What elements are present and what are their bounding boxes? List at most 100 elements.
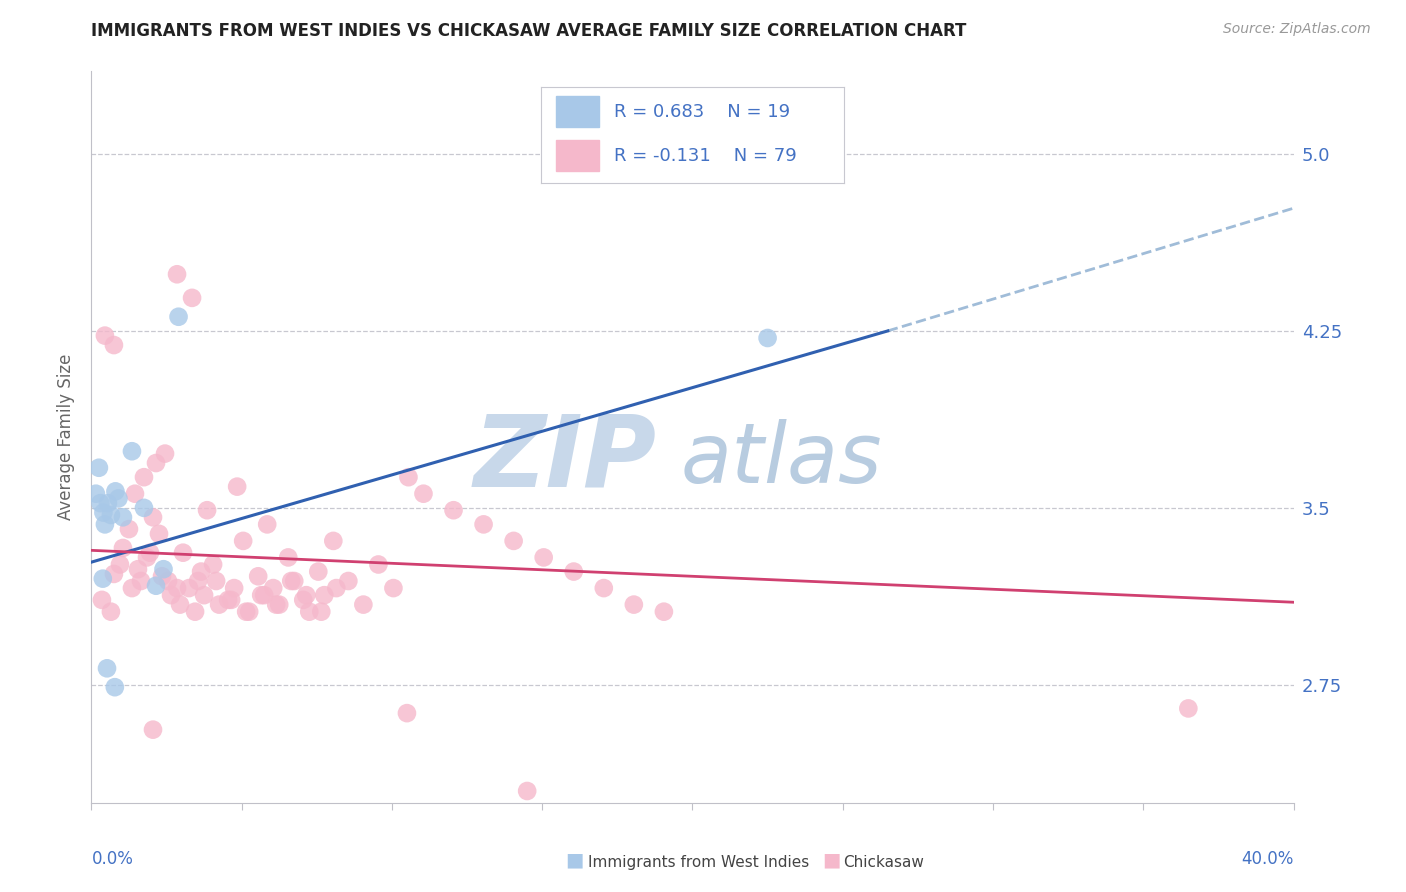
Point	[166, 267, 188, 281]
Point	[292, 593, 315, 607]
Point	[232, 533, 254, 548]
Point	[100, 605, 122, 619]
Point	[307, 565, 329, 579]
Point	[93, 506, 115, 520]
Text: Immigrants from West Indies: Immigrants from West Indies	[588, 855, 808, 870]
Text: 40.0%: 40.0%	[1241, 850, 1294, 868]
Point	[89, 496, 111, 510]
Point	[87, 460, 110, 475]
Point	[472, 517, 495, 532]
Point	[247, 569, 270, 583]
Point	[167, 310, 190, 324]
Point	[193, 588, 215, 602]
Text: 0.0%: 0.0%	[91, 850, 134, 868]
Point	[91, 572, 114, 586]
Point	[103, 338, 125, 352]
Point	[169, 598, 191, 612]
Point	[100, 508, 122, 522]
Point	[121, 581, 143, 595]
Point	[142, 510, 165, 524]
Point	[1177, 701, 1199, 715]
Point	[94, 328, 117, 343]
Point	[132, 470, 155, 484]
Point	[314, 588, 336, 602]
Point	[166, 581, 188, 595]
Point	[121, 444, 143, 458]
Point	[150, 569, 173, 583]
Point	[129, 574, 152, 588]
Text: Chickasaw: Chickasaw	[844, 855, 925, 870]
Point	[94, 517, 117, 532]
Point	[160, 588, 183, 602]
Point	[592, 581, 614, 595]
Point	[202, 558, 225, 572]
Text: ■: ■	[823, 851, 841, 870]
Point	[153, 447, 176, 461]
Point	[104, 680, 127, 694]
Point	[157, 574, 180, 588]
Point	[224, 581, 246, 595]
Text: R = -0.131    N = 79: R = -0.131 N = 79	[614, 147, 797, 165]
Bar	[557, 96, 599, 127]
Point	[195, 503, 218, 517]
Point	[124, 486, 146, 500]
Point	[111, 510, 134, 524]
Point	[118, 522, 141, 536]
Point	[516, 784, 538, 798]
Point	[256, 517, 278, 532]
Point	[190, 565, 212, 579]
Point	[145, 456, 167, 470]
Point	[283, 574, 305, 588]
Point	[172, 546, 194, 560]
Point	[756, 331, 779, 345]
Point	[502, 533, 524, 548]
Text: Source: ZipAtlas.com: Source: ZipAtlas.com	[1223, 22, 1371, 37]
Point	[108, 558, 131, 572]
Point	[136, 550, 159, 565]
Point	[311, 605, 333, 619]
Point	[443, 503, 465, 517]
Point	[322, 533, 344, 548]
Point	[412, 486, 434, 500]
Point	[262, 581, 284, 595]
Y-axis label: Average Family Size: Average Family Size	[58, 354, 76, 520]
Point	[103, 566, 125, 581]
Point	[623, 598, 645, 612]
Point	[533, 550, 555, 565]
Point	[295, 588, 318, 602]
Bar	[557, 140, 599, 171]
Point	[280, 574, 302, 588]
Point	[127, 562, 149, 576]
Point	[148, 526, 170, 541]
Text: ■: ■	[565, 851, 583, 870]
Point	[139, 546, 162, 560]
Point	[235, 605, 257, 619]
Point	[152, 562, 174, 576]
Point	[142, 723, 165, 737]
Point	[269, 598, 291, 612]
Point	[382, 581, 405, 595]
Point	[250, 588, 273, 602]
Point	[264, 598, 287, 612]
Point	[398, 470, 420, 484]
Text: IMMIGRANTS FROM WEST INDIES VS CHICKASAW AVERAGE FAMILY SIZE CORRELATION CHART: IMMIGRANTS FROM WEST INDIES VS CHICKASAW…	[91, 22, 967, 40]
Point	[96, 661, 118, 675]
Point	[277, 550, 299, 565]
Text: atlas: atlas	[681, 418, 882, 500]
Point	[132, 500, 155, 515]
Point	[217, 593, 239, 607]
Point	[84, 486, 107, 500]
Point	[90, 593, 112, 607]
Point	[184, 605, 207, 619]
Point	[111, 541, 134, 555]
Point	[187, 574, 209, 588]
Point	[395, 706, 418, 720]
Point	[107, 491, 129, 506]
Point	[238, 605, 260, 619]
Text: R = 0.683    N = 19: R = 0.683 N = 19	[614, 103, 790, 120]
Point	[226, 480, 249, 494]
Point	[181, 291, 204, 305]
Point	[367, 558, 389, 572]
Point	[219, 593, 242, 607]
Point	[104, 484, 127, 499]
